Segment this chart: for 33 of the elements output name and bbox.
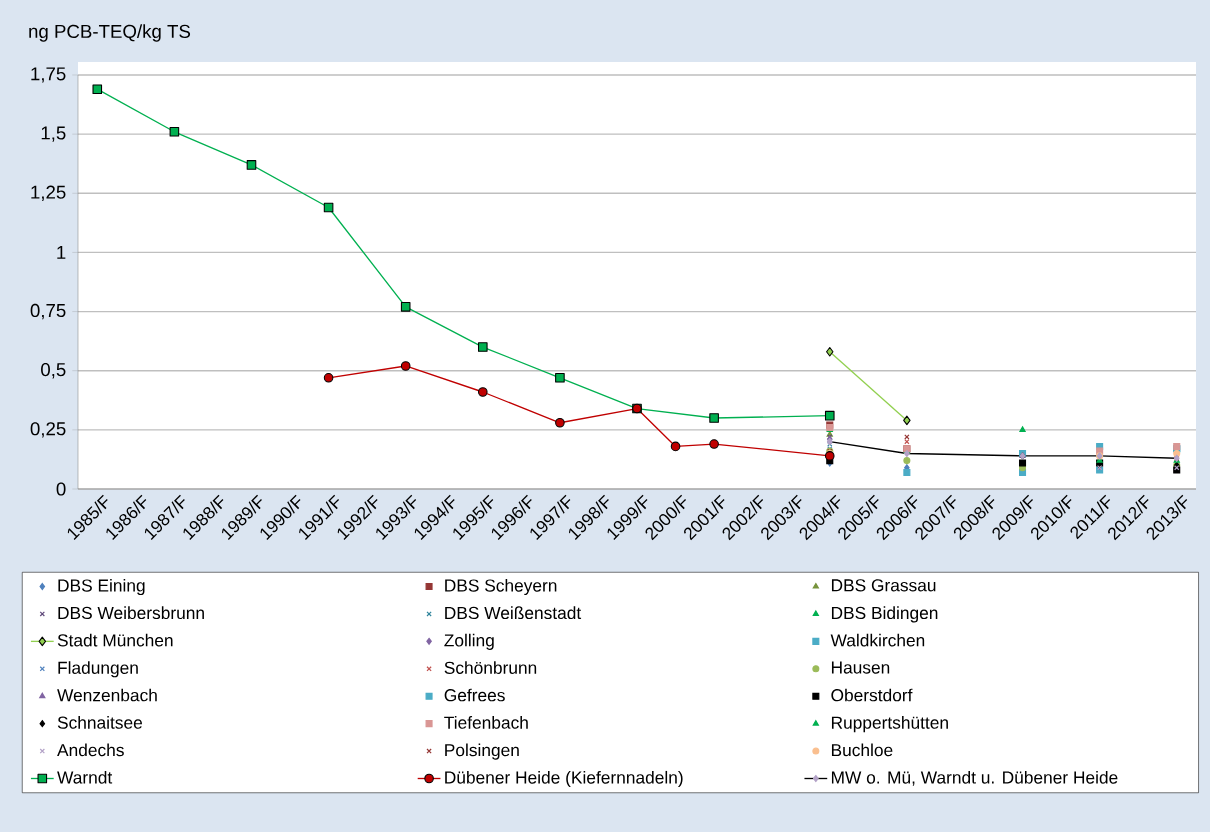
y-tick-label: 0,25 bbox=[30, 422, 66, 438]
legend-label: MW o. Mü, Warndt u. Dübener Heide bbox=[831, 770, 1118, 786]
y-tick-label: 1 bbox=[57, 246, 66, 259]
legend-label: Tiefenbach bbox=[444, 716, 528, 729]
legend-label: Buchloe bbox=[831, 743, 893, 757]
legend-label: Andechs bbox=[57, 743, 124, 757]
y-tick-label: 1,75 bbox=[31, 67, 66, 83]
y-tick-label: 1,25 bbox=[31, 185, 66, 201]
y-tick-label: 0,75 bbox=[30, 303, 66, 320]
legend-label: DBS Weißenstadt bbox=[445, 606, 582, 620]
y-tick-label: 1,5 bbox=[41, 126, 66, 142]
legend-label: Hausen bbox=[831, 661, 890, 674]
legend-label: DBS Eining bbox=[58, 578, 145, 596]
y-tick-label: 0,5 bbox=[41, 362, 66, 379]
legend-label: Gefrees bbox=[444, 688, 505, 702]
legend-label: Schnaitsee bbox=[57, 716, 142, 729]
legend-label: DBS Grassau bbox=[831, 579, 936, 592]
legend-label: Polsingen bbox=[445, 743, 519, 760]
legend-label: DBS Scheyern bbox=[445, 578, 557, 596]
legend-label: DBS Bidingen bbox=[831, 606, 938, 623]
legend-label: Waldkirchen bbox=[830, 633, 925, 647]
y-axis-title: ng PCB-TEQ/kg TS bbox=[29, 24, 191, 42]
legend-label: Warndt bbox=[57, 770, 113, 784]
y-tick-label: 0 bbox=[56, 482, 66, 496]
legend-label: Dübener Heide (Kiefernnadeln) bbox=[445, 770, 683, 788]
legend-label: Wenzenbach bbox=[57, 688, 157, 702]
legend-label: Oberstdorf bbox=[831, 688, 913, 702]
legend-label: Ruppertshütten bbox=[831, 716, 948, 733]
legend-label: Schönbrunn bbox=[444, 661, 537, 674]
legend-label: Stadt München bbox=[57, 633, 173, 647]
legend-label: Fladungen bbox=[58, 661, 138, 678]
legend-label: DBS Weibersbrunn bbox=[58, 606, 204, 620]
legend-label: Zolling bbox=[444, 633, 494, 650]
